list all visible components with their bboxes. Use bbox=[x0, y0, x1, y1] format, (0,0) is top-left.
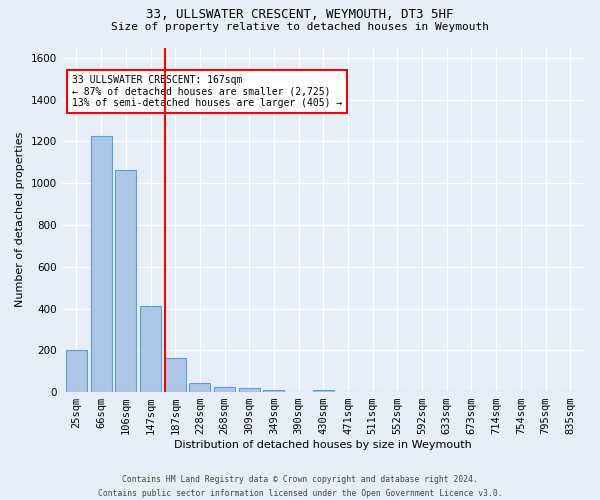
Text: 33 ULLSWATER CRESCENT: 167sqm
← 87% of detached houses are smaller (2,725)
13% o: 33 ULLSWATER CRESCENT: 167sqm ← 87% of d… bbox=[72, 75, 343, 108]
Bar bbox=[115, 170, 136, 392]
X-axis label: Distribution of detached houses by size in Weymouth: Distribution of detached houses by size … bbox=[175, 440, 472, 450]
Bar bbox=[165, 358, 186, 392]
Bar bbox=[214, 387, 235, 392]
Bar bbox=[66, 350, 87, 392]
Bar bbox=[91, 136, 112, 392]
Bar bbox=[313, 390, 334, 392]
Bar bbox=[190, 382, 211, 392]
Text: Size of property relative to detached houses in Weymouth: Size of property relative to detached ho… bbox=[111, 22, 489, 32]
Text: 33, ULLSWATER CRESCENT, WEYMOUTH, DT3 5HF: 33, ULLSWATER CRESCENT, WEYMOUTH, DT3 5H… bbox=[146, 8, 454, 20]
Y-axis label: Number of detached properties: Number of detached properties bbox=[15, 132, 25, 308]
Bar bbox=[263, 390, 284, 392]
Bar bbox=[140, 306, 161, 392]
Bar bbox=[239, 388, 260, 392]
Text: Contains HM Land Registry data © Crown copyright and database right 2024.
Contai: Contains HM Land Registry data © Crown c… bbox=[98, 476, 502, 498]
